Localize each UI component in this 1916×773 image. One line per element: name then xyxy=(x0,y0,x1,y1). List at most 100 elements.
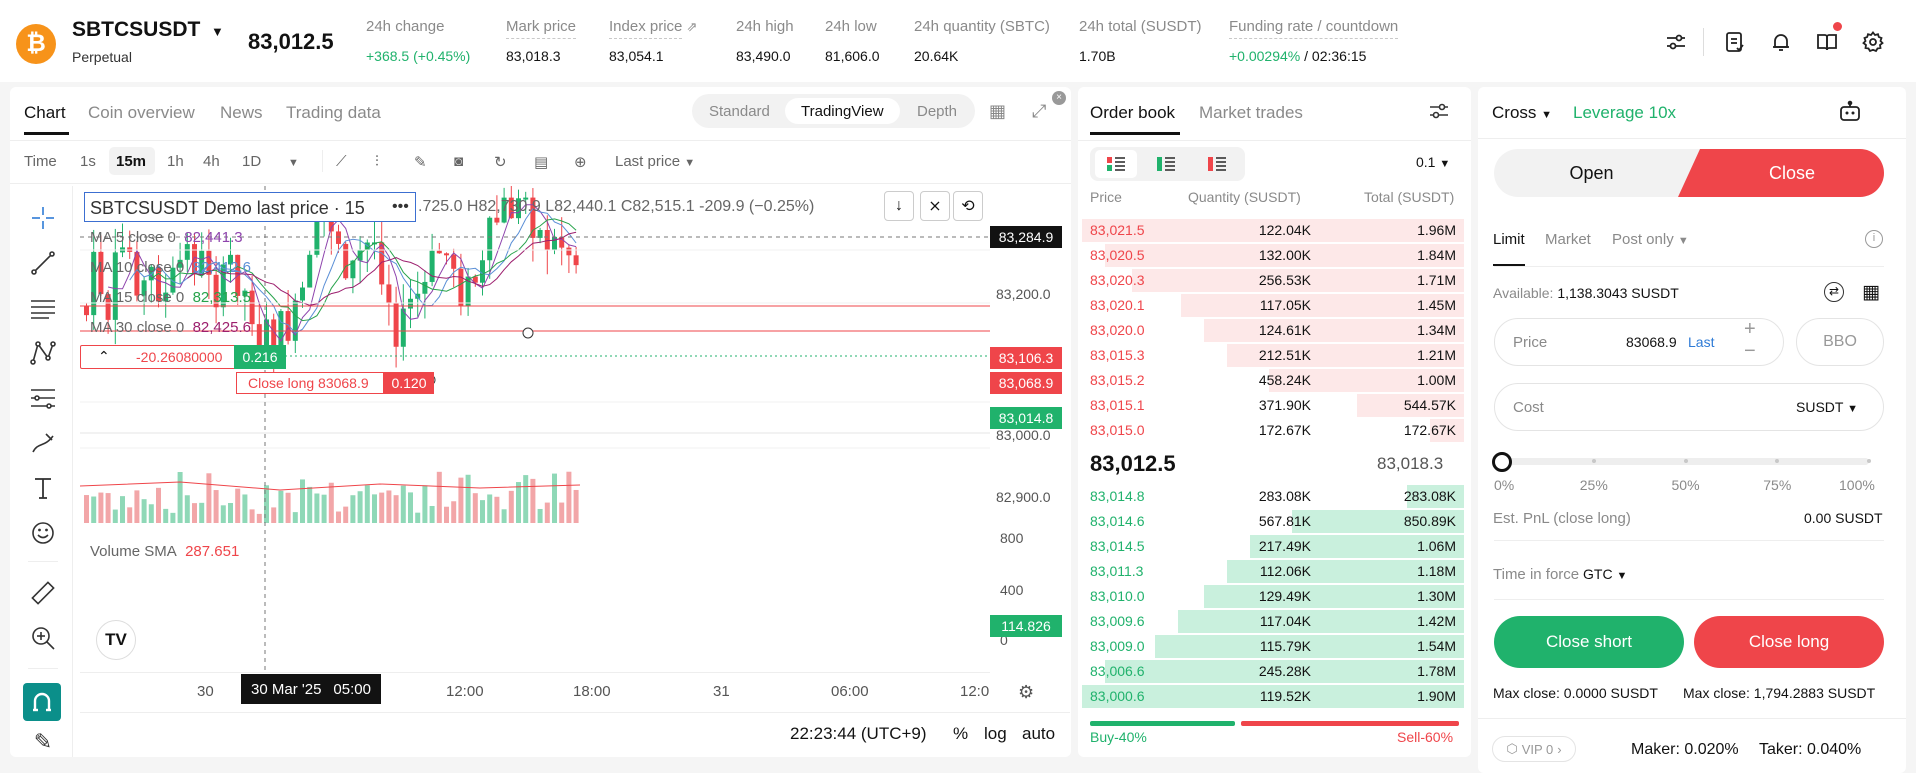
tab-chart[interactable]: Chart xyxy=(24,103,66,122)
bid-row[interactable]: 83,014.6 567.81K 850.89K xyxy=(1082,509,1464,534)
slider-label[interactable]: 25% xyxy=(1579,477,1608,493)
external-link-icon[interactable]: ⇗ xyxy=(686,19,698,34)
order-line-tag[interactable] xyxy=(236,372,384,394)
slider-label[interactable]: 0% xyxy=(1494,477,1515,493)
trend-line-icon[interactable] xyxy=(28,248,58,278)
book-bids-icon[interactable] xyxy=(1145,150,1187,178)
reset-view-icon[interactable]: ⟲ xyxy=(953,191,983,221)
bid-row[interactable]: 83,014.5 217.49K 1.06M xyxy=(1082,534,1464,559)
bid-row[interactable]: 83,000.6 119.52K 1.90M xyxy=(1082,684,1464,709)
book-both-icon[interactable] xyxy=(1095,150,1137,178)
ask-row[interactable]: 83,015.3 212.51K 1.21M xyxy=(1082,343,1464,368)
precision-select[interactable]: 0.1 ▼ xyxy=(1416,154,1451,170)
price-input[interactable] xyxy=(1494,318,1784,366)
bid-row[interactable]: 83,009.0 115.79K 1.54M xyxy=(1082,634,1464,659)
vip-badge[interactable]: ⬡ VIP 0 › xyxy=(1492,736,1576,762)
slider-tick[interactable] xyxy=(1591,459,1596,463)
scale-auto[interactable]: auto xyxy=(1022,724,1056,743)
ask-row[interactable]: 83,015.1 371.90K 544.57K xyxy=(1082,393,1464,418)
transfer-icon[interactable]: ⇄ xyxy=(1824,282,1844,302)
legend-more-icon[interactable]: ••• xyxy=(392,198,409,215)
collapse-icon[interactable]: ⨯ xyxy=(920,191,950,221)
scale-percent[interactable]: % xyxy=(953,724,969,743)
magnet-icon[interactable] xyxy=(23,683,61,721)
bid-row[interactable]: 83,010.0 129.49K 1.30M xyxy=(1082,584,1464,609)
slider-label[interactable]: 100% xyxy=(1839,477,1875,493)
ask-row[interactable]: 83,015.0 172.67K 172.67K xyxy=(1082,418,1464,443)
text-tool-icon[interactable] xyxy=(28,473,58,503)
indicators-icon[interactable]: ⟋ xyxy=(336,153,347,170)
tab-coin-overview[interactable]: Coin overview xyxy=(88,103,195,122)
info-icon[interactable]: i xyxy=(1865,230,1883,248)
calculator-icon[interactable]: ▦ xyxy=(1862,282,1880,303)
symbol-name[interactable]: SBTCSUSDT xyxy=(72,18,201,41)
margin-mode-select[interactable]: Cross ▼ xyxy=(1492,103,1553,122)
calendar-icon[interactable]: ▤ xyxy=(534,154,549,171)
crosshair-icon[interactable] xyxy=(28,203,58,233)
tab-order-book[interactable]: Order book xyxy=(1090,103,1176,122)
amount-slider-thumb[interactable] xyxy=(1492,452,1512,472)
close-panel-icon[interactable]: × xyxy=(1052,91,1066,105)
slider-tick[interactable] xyxy=(1867,459,1871,463)
price-decrement-icon[interactable]: − xyxy=(1744,340,1756,362)
ask-row[interactable]: 83,020.1 117.05K 1.45M xyxy=(1082,293,1464,318)
orders-icon[interactable] xyxy=(1723,30,1747,54)
price-input-value[interactable]: 83068.9 xyxy=(1626,334,1677,350)
symbol-dropdown-icon[interactable]: ▼ xyxy=(211,24,224,39)
bid-row[interactable]: 83,009.6 117.04K 1.42M xyxy=(1082,609,1464,634)
refresh-icon[interactable]: ↻ xyxy=(494,154,507,171)
close-long-button[interactable]: Close long xyxy=(1694,616,1884,668)
position-collapse-icon[interactable]: ⌃ xyxy=(98,348,110,364)
order-type-market[interactable]: Market xyxy=(1545,231,1591,248)
ask-row[interactable]: 83,020.5 132.00K 1.84M xyxy=(1082,243,1464,268)
interval-15m[interactable]: 15m xyxy=(116,153,147,170)
order-type-limit[interactable]: Limit xyxy=(1493,231,1525,248)
bid-row[interactable]: 83,006.6 245.28K 1.78M xyxy=(1082,659,1464,684)
fullscreen-icon[interactable]: ⤢ xyxy=(1032,101,1047,121)
tab-market-trades[interactable]: Market trades xyxy=(1199,103,1303,122)
sliders-icon[interactable] xyxy=(1664,30,1688,54)
bell-icon[interactable] xyxy=(1769,30,1793,54)
close-short-button[interactable]: Close short xyxy=(1494,616,1684,668)
zoom-in-icon[interactable] xyxy=(28,623,58,653)
tab-trading-data[interactable]: Trading data xyxy=(286,103,381,122)
slider-label[interactable]: 50% xyxy=(1671,477,1700,493)
leverage-button[interactable]: Leverage 10x xyxy=(1573,103,1677,122)
stat-label-index-price[interactable]: Index price ⇗ xyxy=(609,18,698,39)
slider-label[interactable]: 75% xyxy=(1763,477,1792,493)
pattern-tool-icon[interactable] xyxy=(28,338,58,368)
open-tab[interactable]: Open xyxy=(1569,162,1614,183)
bid-row[interactable]: 83,011.3 112.06K 1.18M xyxy=(1082,559,1464,584)
interval-more-icon[interactable]: ▼ xyxy=(288,157,299,169)
camera-icon[interactable]: ◙ xyxy=(454,153,464,170)
price-chart[interactable] xyxy=(80,186,990,672)
time-in-force[interactable]: Time in force GTC ▼ xyxy=(1493,566,1628,583)
horizontal-lines-icon[interactable] xyxy=(28,293,58,323)
price-last-button[interactable]: Last xyxy=(1688,334,1715,350)
ask-row[interactable]: 83,015.2 458.24K 1.00M xyxy=(1082,368,1464,393)
grid-layout-icon[interactable]: ▦ xyxy=(989,101,1007,121)
emoji-icon[interactable] xyxy=(28,518,58,548)
scale-log[interactable]: log xyxy=(984,724,1007,743)
chart-settings-icon[interactable]: ⚙ xyxy=(1018,682,1035,702)
view-depth[interactable]: Depth xyxy=(917,103,958,120)
scroll-down-icon[interactable]: ↓ xyxy=(884,191,914,221)
draw-lock-icon[interactable]: ✎ xyxy=(33,730,53,754)
ask-row[interactable]: 83,020.3 256.53K 1.71M xyxy=(1082,268,1464,293)
interval-4h[interactable]: 4h xyxy=(203,153,220,170)
add-indicator-icon[interactable]: ⊕ xyxy=(574,154,587,171)
guide-book-icon[interactable] xyxy=(1815,30,1839,54)
view-standard[interactable]: Standard xyxy=(709,103,770,120)
price-increment-icon[interactable]: + xyxy=(1744,318,1756,340)
slider-tick[interactable] xyxy=(1683,459,1688,463)
brush-icon[interactable] xyxy=(28,428,58,458)
cost-input[interactable] xyxy=(1494,383,1884,431)
interval-time[interactable]: Time xyxy=(24,153,57,170)
bid-row[interactable]: 83,014.8 283.08K 283.08K xyxy=(1082,484,1464,509)
candle-type-icon[interactable]: ⫶ xyxy=(375,153,379,170)
book-asks-icon[interactable] xyxy=(1196,150,1238,178)
ruler-icon[interactable] xyxy=(28,578,58,608)
fib-tool-icon[interactable] xyxy=(28,383,58,413)
cost-unit-select[interactable]: SUSDT ▼ xyxy=(1796,399,1858,415)
tab-news[interactable]: News xyxy=(220,103,263,122)
